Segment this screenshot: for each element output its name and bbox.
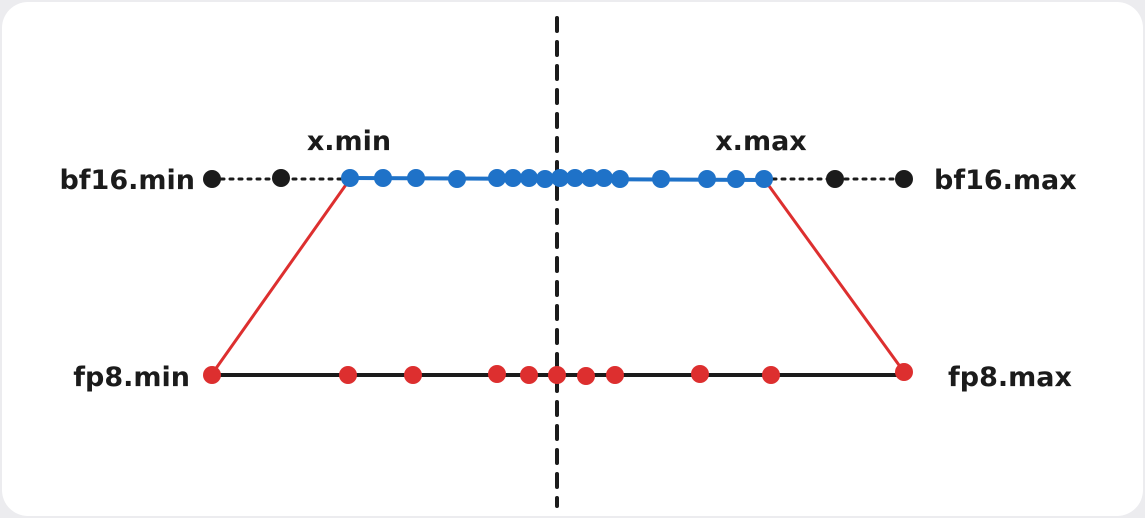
x-data-point	[652, 170, 670, 188]
x-data-point	[581, 169, 599, 187]
fp8-min-dot	[203, 366, 221, 384]
x-data-point	[755, 170, 773, 188]
bf16-max-label: bf16.max	[934, 165, 1077, 196]
x-data-points	[341, 169, 773, 188]
fp8-min-label: fp8.min	[73, 362, 190, 393]
fp8-point	[488, 365, 506, 383]
fp8-point	[691, 365, 709, 383]
fp8-points	[203, 363, 913, 385]
bf16-min-label: bf16.min	[59, 165, 195, 196]
fp8-point	[548, 366, 566, 384]
fp8-max-dot	[895, 363, 913, 381]
x-data-point	[448, 170, 466, 188]
mapping-line-min	[210, 178, 352, 375]
x-data-point	[595, 169, 613, 187]
x-data-point	[536, 170, 554, 188]
fp8-point	[339, 366, 357, 384]
bf16-dot	[272, 169, 290, 187]
bf16-max-dot	[895, 170, 913, 188]
fp8-point	[404, 366, 422, 384]
fp8-point	[577, 367, 595, 385]
x-data-point	[611, 170, 629, 188]
bf16-dot	[826, 170, 844, 188]
x-data-point	[504, 169, 522, 187]
mapping-line-max	[762, 178, 906, 373]
x-min-label: x.min	[307, 126, 391, 157]
x-data-point	[698, 170, 716, 188]
x-data-point	[520, 169, 538, 187]
fp8-point	[520, 366, 538, 384]
x-data-point	[341, 169, 359, 187]
fp8-point	[606, 366, 624, 384]
fp8-point	[762, 366, 780, 384]
x-data-point	[407, 169, 425, 187]
x-data-point	[727, 170, 745, 188]
x-max-label: x.max	[715, 126, 806, 157]
x-data-point	[551, 169, 569, 187]
x-data-point	[374, 169, 392, 187]
x-data-point	[488, 169, 506, 187]
bf16-min-dot	[203, 170, 221, 188]
fp8-max-label: fp8.max	[948, 362, 1072, 393]
x-data-point	[566, 169, 584, 187]
